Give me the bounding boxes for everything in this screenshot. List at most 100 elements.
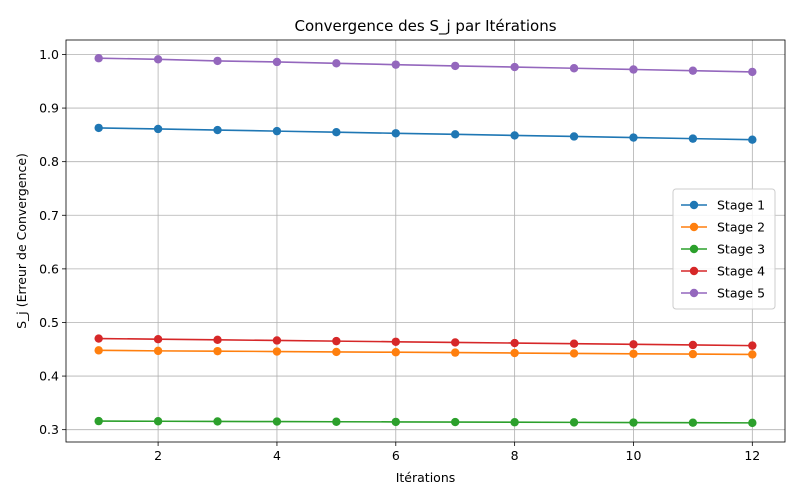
x-tick-label: 12 (744, 448, 760, 463)
data-point (629, 340, 638, 349)
x-tick-label: 8 (511, 448, 519, 463)
grid-layer (66, 40, 785, 442)
legend-item: Stage 1 (681, 198, 765, 213)
data-point (510, 62, 519, 72)
series-line (98, 337, 753, 347)
series-5 (94, 54, 757, 77)
data-point (213, 335, 222, 345)
y-tick-label: 0.3 (39, 422, 59, 437)
data-point (272, 126, 282, 136)
data-point (748, 67, 757, 77)
data-point (688, 418, 698, 427)
data-point (332, 417, 341, 426)
legend-item: Stage 2 (681, 220, 765, 235)
data-point (688, 340, 698, 350)
x-axis-label: Itérations (396, 470, 456, 485)
data-point (391, 417, 400, 427)
data-point (213, 56, 222, 66)
y-tick-label: 0.9 (39, 101, 59, 116)
data-point (569, 132, 579, 141)
legend-marker (689, 266, 699, 276)
data-point (510, 131, 519, 140)
x-tick-label: 10 (626, 448, 642, 463)
data-point (94, 54, 103, 63)
data-point (569, 339, 579, 348)
x-ticks: 2 4 6 8 10 12 (154, 442, 760, 463)
data-point (629, 65, 638, 74)
legend-label: Stage 2 (717, 220, 765, 235)
data-point (748, 418, 757, 428)
data-point (153, 417, 163, 426)
series-2 (94, 346, 757, 359)
y-ticks: 0.3 0.4 0.5 0.6 0.7 0.8 0.9 1.0 (39, 47, 66, 437)
data-point (510, 418, 519, 427)
series-line (98, 127, 753, 141)
x-tick-label: 6 (392, 448, 400, 463)
legend-marker (689, 288, 699, 298)
data-point (569, 64, 579, 73)
data-point (94, 416, 103, 426)
series-4 (94, 334, 757, 350)
data-point (451, 417, 460, 427)
legend-box (672, 188, 776, 310)
y-tick-label: 0.7 (39, 208, 59, 223)
data-point (748, 350, 757, 359)
data-point (153, 55, 163, 64)
data-point (451, 130, 460, 139)
legend: Stage 1 Stage 2 Stage 3 Stage 4 Stage 5 (672, 188, 776, 310)
data-point (688, 349, 698, 359)
legend-label: Stage 1 (717, 198, 765, 213)
data-point (332, 347, 341, 357)
data-point (688, 66, 698, 75)
data-point (391, 129, 400, 138)
data-point (94, 334, 103, 343)
data-point (510, 338, 519, 348)
data-point (213, 417, 222, 426)
y-tick-label: 1.0 (39, 47, 59, 62)
x-tick-label: 2 (154, 448, 162, 463)
legend-marker (689, 244, 699, 254)
data-point (391, 60, 400, 69)
data-point (153, 124, 163, 134)
data-point (391, 348, 400, 357)
legend-item: Stage 3 (681, 242, 765, 257)
y-axis-label: S_j (Erreur de Convergence) (14, 153, 29, 329)
chart-title: Convergence des S_j par Itérations (294, 17, 556, 36)
data-point (332, 127, 341, 137)
y-tick-label: 0.4 (39, 369, 59, 384)
plot-frame (65, 39, 786, 443)
data-point (451, 338, 460, 347)
data-point (272, 57, 282, 67)
legend-item: Stage 5 (681, 286, 765, 301)
data-point (272, 347, 282, 356)
data-point (332, 336, 341, 346)
data-point (629, 349, 638, 358)
legend-marker (689, 222, 699, 232)
data-point (748, 341, 757, 350)
data-point (153, 334, 163, 344)
series-layer (94, 54, 757, 428)
data-point (688, 134, 698, 143)
data-point (451, 61, 460, 71)
data-point (510, 348, 519, 358)
series-line (98, 420, 753, 424)
series-line (98, 57, 753, 73)
data-point (569, 418, 579, 427)
y-tick-label: 0.8 (39, 154, 59, 169)
series-3 (94, 416, 757, 428)
data-point (569, 349, 579, 358)
legend-label: Stage 4 (717, 264, 765, 279)
data-point (391, 337, 400, 346)
x-tick-label: 4 (273, 448, 281, 463)
data-point (94, 346, 103, 355)
series-1 (94, 123, 757, 144)
legend-item: Stage 4 (681, 264, 765, 279)
legend-label: Stage 3 (717, 242, 765, 257)
legend-label: Stage 5 (717, 286, 765, 301)
series-line (98, 349, 753, 356)
data-point (213, 346, 222, 356)
legend-marker (689, 200, 699, 210)
